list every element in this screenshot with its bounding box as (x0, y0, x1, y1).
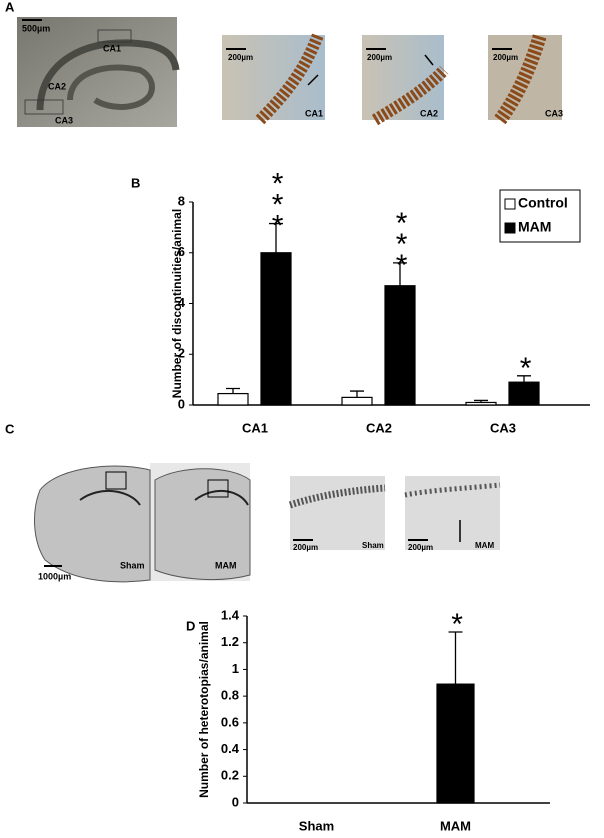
bar (384, 285, 416, 406)
panel-letter: A (5, 0, 15, 14)
legend-swatch (504, 198, 516, 210)
scale-bar-label: 200µm (367, 53, 392, 62)
x-tick-label: CA3 (490, 420, 516, 435)
bar (260, 252, 292, 406)
scale-bar-label: 200µm (228, 53, 253, 62)
scale-bar-label: 200µm (293, 543, 318, 552)
y-tick-label: 1 (232, 661, 239, 676)
y-tick-label: 6 (178, 244, 185, 259)
error-bar (226, 387, 240, 394)
inset-label: CA2 (420, 108, 438, 118)
inset-image (288, 476, 386, 550)
inset-label: Sham (362, 541, 384, 550)
x-tick-label: CA1 (242, 420, 268, 435)
scale-bar-label: 1000µm (38, 571, 71, 581)
bar (217, 392, 249, 406)
inset-image (404, 476, 501, 550)
error-bar (474, 399, 488, 403)
inset-image (488, 33, 562, 125)
y-axis-label: Number of heterotopias/animal (197, 621, 211, 798)
y-tick-label: 2 (178, 346, 185, 361)
inset-label: CA3 (545, 108, 563, 118)
region-label: CA2 (48, 81, 66, 91)
inset-label: CA1 (305, 108, 323, 118)
y-tick-label: 1.4 (221, 607, 240, 622)
scale-bar-label: 200µm (408, 543, 433, 552)
legend-label: Control (518, 195, 568, 211)
bar (508, 381, 540, 406)
panel-letter: B (131, 175, 140, 190)
significance-mark: *** (261, 168, 294, 231)
y-tick-label: 0.6 (221, 714, 239, 729)
bar (341, 396, 373, 406)
y-tick-label: 0 (232, 794, 239, 809)
significance-mark: * (441, 608, 474, 629)
panel-letter: D (186, 618, 195, 633)
bar (436, 683, 475, 804)
bar (465, 401, 497, 406)
y-tick-label: 1.2 (221, 634, 239, 649)
brain-section (34, 463, 251, 583)
y-tick-label: 4 (178, 295, 186, 310)
error-bar (350, 390, 364, 398)
y-tick-label: 0.8 (221, 688, 239, 703)
inset-label: MAM (475, 541, 494, 550)
x-tick-label: Sham (299, 818, 334, 833)
legend-swatch (504, 222, 516, 234)
significance-mark: * (509, 352, 542, 373)
section-label: MAM (215, 560, 237, 570)
panel-letter: C (5, 421, 15, 436)
inset-image (362, 35, 449, 126)
scale-bar-label: 500µm (22, 23, 50, 33)
legend-label: MAM (518, 219, 551, 235)
error-bar (517, 375, 531, 383)
x-tick-label: MAM (440, 818, 471, 833)
section-label: Sham (120, 560, 145, 570)
y-tick-label: 0.2 (221, 768, 239, 783)
y-axis-label: Number of discontinuities/animal (170, 209, 184, 398)
y-tick-label: 0 (178, 396, 185, 411)
overview-image (17, 17, 180, 127)
error-bar (393, 262, 407, 286)
region-label: CA3 (55, 115, 73, 125)
significance-mark: *** (385, 207, 418, 270)
x-tick-label: CA2 (366, 420, 392, 435)
y-tick-label: 8 (178, 193, 185, 208)
scale-bar-label: 200µm (493, 53, 518, 62)
y-tick-label: 0.4 (221, 741, 240, 756)
region-label: CA1 (103, 43, 121, 53)
error-bar (448, 631, 463, 685)
error-bar (269, 222, 283, 253)
inset-image (222, 32, 325, 125)
